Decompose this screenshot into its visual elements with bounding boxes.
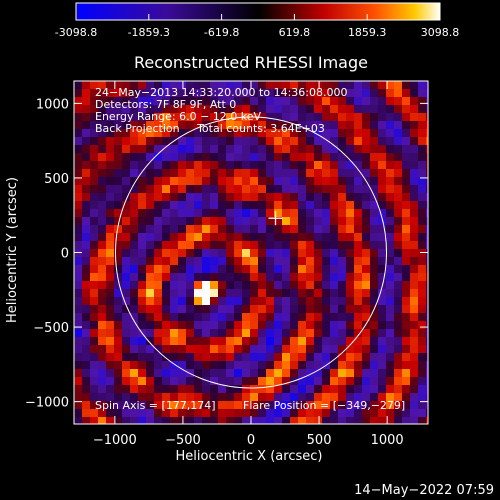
flare-position-label: Flare Position = [−349,−279] <box>243 399 405 412</box>
colorbar-tick-label: -1859.3 <box>128 26 170 39</box>
y-tick-label: −500 <box>33 321 69 336</box>
axis-ticks: −1000 −500 0 500 1000 −1000 −500 0 500 1000 <box>25 81 428 448</box>
spin-axis-label: Spin Axis = [177,174] <box>95 399 216 412</box>
y-tick-label: 0 <box>61 247 69 262</box>
x-axis-title: Heliocentric X (arcsec) <box>176 449 323 464</box>
x-tick-label: 1000 <box>371 433 404 448</box>
chart-title: Reconstructed RHESSI Image <box>134 53 368 72</box>
x-tick-label: 0 <box>247 433 255 448</box>
y-axis-title: Heliocentric Y (arcsec) <box>5 177 20 323</box>
x-tick-label: −500 <box>165 433 201 448</box>
colorbar: -3098.8 -1859.3 -619.8 619.8 1859.3 3098.8 <box>55 2 459 39</box>
colorbar-ticks: -3098.8 -1859.3 -619.8 619.8 1859.3 3098.8 <box>55 14 459 39</box>
colorbar-tick-label: -3098.8 <box>55 26 97 39</box>
info-method-counts: Back Projection Total counts: 3.64E+03 <box>95 122 325 135</box>
x-tick-label: −1000 <box>93 433 137 448</box>
y-tick-label: 500 <box>44 172 69 187</box>
colorbar-tick-label: 619.8 <box>279 26 311 39</box>
info-time-range: 24−May−2013 14:33:20.000 to 14:36:08.000 <box>95 86 348 99</box>
flare-cross-marker <box>268 211 283 226</box>
y-tick-label: 1000 <box>36 97 69 112</box>
x-tick-label: 500 <box>307 433 332 448</box>
solar-limb-circle <box>114 116 388 389</box>
footer-timestamp: 14−May−2022 07:59 <box>354 483 494 498</box>
info-energy-range: Energy Range: 6.0 − 12.0 keV <box>95 110 262 123</box>
colorbar-tick-label: 3098.8 <box>421 26 460 39</box>
info-detectors: Detectors: 7F 8F 9F, Att 0 <box>95 98 236 111</box>
y-tick-label: −1000 <box>25 396 69 411</box>
colorbar-tick-label: -619.8 <box>204 26 239 39</box>
colorbar-tick-label: 1859.3 <box>348 26 387 39</box>
colorbar-gradient <box>75 2 441 21</box>
heatmap-image <box>74 81 428 424</box>
info-block: 24−May−2013 14:33:20.000 to 14:36:08.000… <box>95 86 348 135</box>
